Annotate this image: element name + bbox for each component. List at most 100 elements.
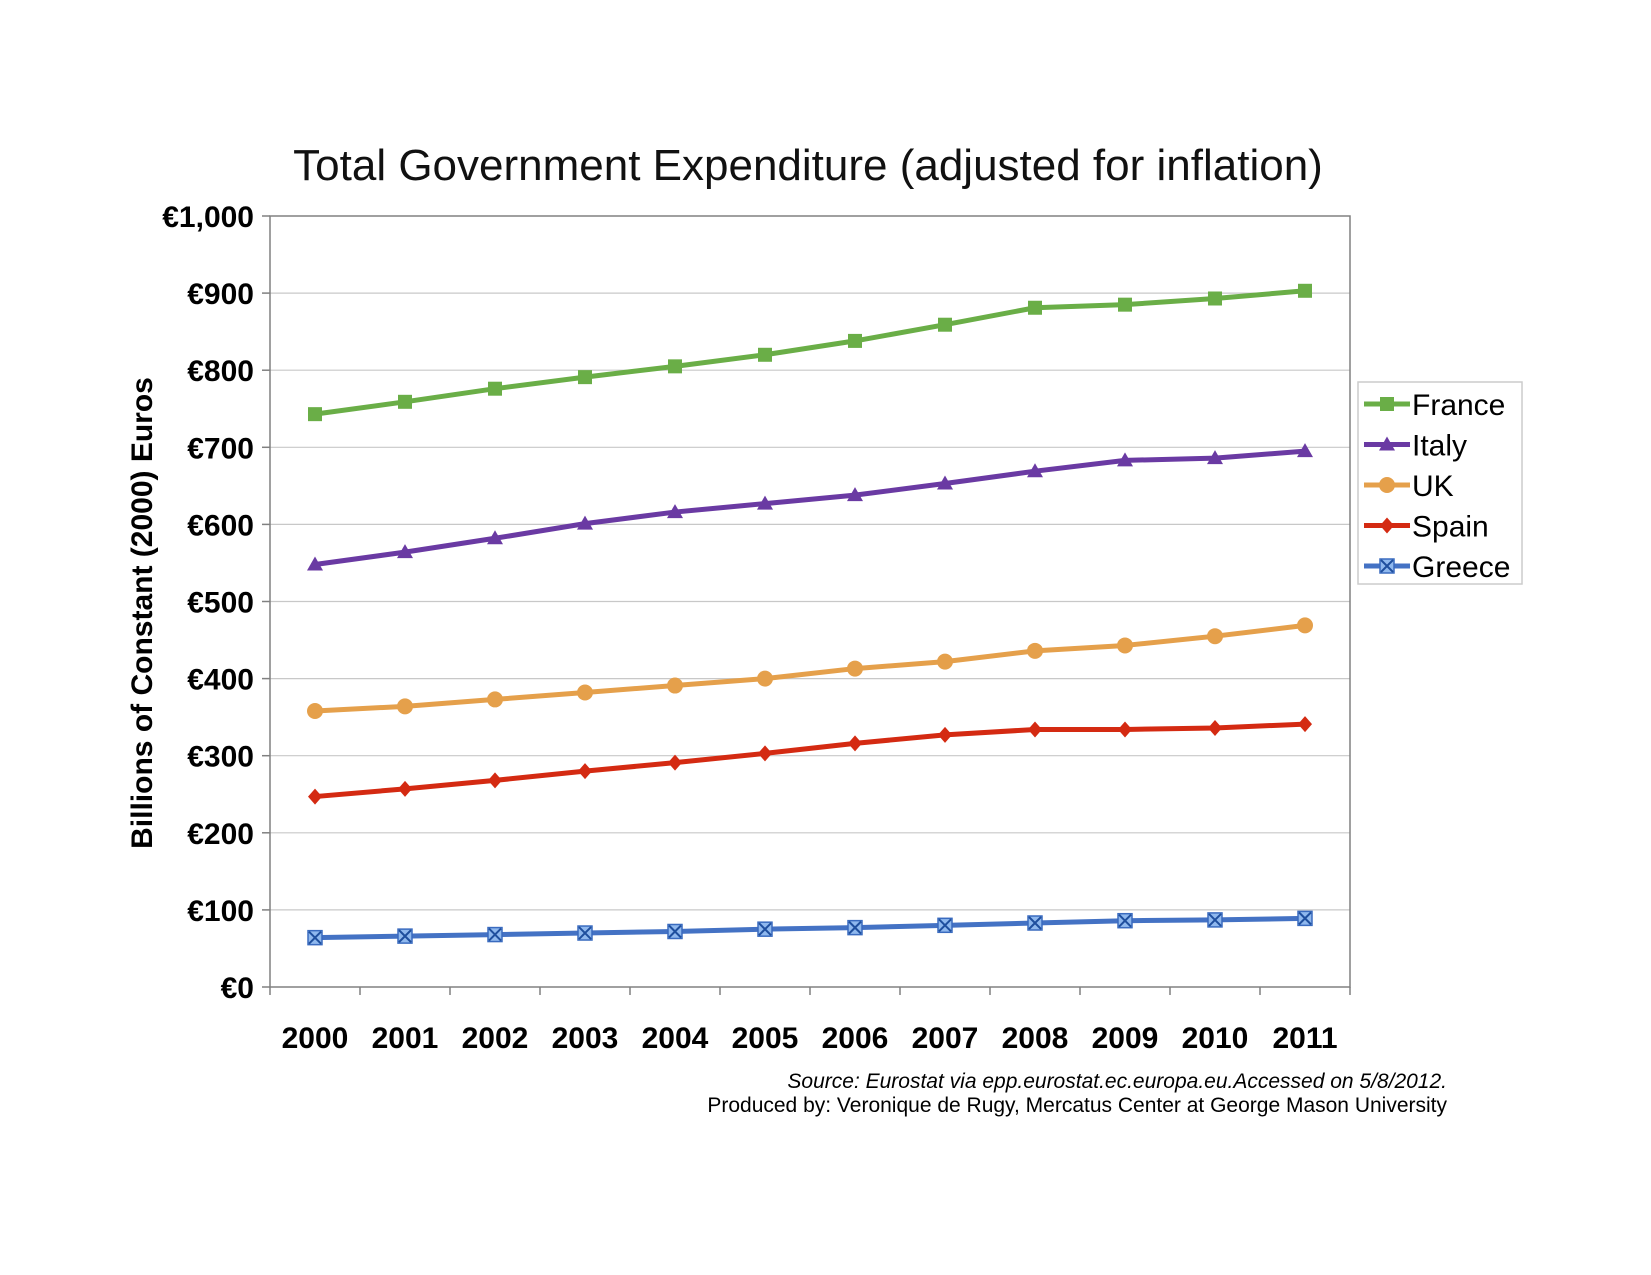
data-point — [848, 735, 862, 752]
y-tick-label: €1,000 — [162, 201, 254, 234]
data-point — [397, 544, 413, 559]
data-point — [308, 407, 322, 422]
data-point — [1027, 463, 1043, 478]
data-point — [667, 923, 683, 940]
data-point — [397, 928, 413, 944]
data-point — [487, 926, 503, 943]
legend: France Italy UK Spain Greece — [1357, 381, 1523, 585]
x-tick-label: 2007 — [912, 1022, 979, 1055]
data-point — [487, 691, 503, 708]
data-point — [1208, 719, 1222, 736]
series-line — [314, 915, 1306, 941]
series-layer — [307, 283, 1313, 946]
y-tick-label: €700 — [187, 432, 254, 465]
data-point — [398, 394, 412, 409]
data-point — [1028, 300, 1042, 315]
data-point — [668, 754, 682, 771]
data-point — [1380, 517, 1394, 534]
series-france — [308, 283, 1312, 422]
data-point — [757, 921, 773, 937]
data-point — [1117, 912, 1133, 929]
data-point — [1117, 637, 1133, 654]
data-point — [758, 745, 772, 762]
data-point — [398, 780, 412, 797]
series-uk — [307, 617, 1313, 719]
legend-item-greece: Greece — [1364, 551, 1510, 584]
producer-note: Produced by: Veronique de Rugy, Mercatus… — [707, 1094, 1447, 1117]
data-point — [487, 530, 503, 545]
series-spain — [308, 716, 1312, 805]
legend-label: Italy — [1412, 430, 1467, 463]
x-tick-label: 2003 — [552, 1022, 619, 1055]
y-tick-label: €0 — [221, 972, 254, 1005]
series-line — [314, 448, 1306, 567]
data-point — [1118, 721, 1132, 738]
data-point — [1207, 628, 1223, 645]
y-tick-label: €300 — [187, 741, 254, 774]
y-tick-label: €900 — [187, 278, 254, 311]
data-point — [577, 515, 593, 530]
data-point — [1027, 915, 1043, 931]
series-line — [314, 622, 1306, 714]
gridlines — [270, 292, 1350, 911]
legend-item-italy: Italy — [1364, 430, 1467, 463]
data-point — [758, 347, 772, 362]
data-point — [847, 919, 863, 936]
source-note: Source: Eurostat via epp.eurostat.ec.eur… — [787, 1070, 1447, 1093]
x-tick-label: 2009 — [1092, 1022, 1159, 1055]
data-point — [1298, 283, 1312, 298]
legend-label: UK — [1412, 470, 1454, 503]
x-tick-label: 2004 — [642, 1022, 709, 1055]
x-tick-label: 2002 — [462, 1022, 529, 1055]
data-point — [1298, 716, 1312, 733]
axes — [262, 215, 1351, 995]
data-point — [757, 670, 773, 687]
y-tick-label: €800 — [187, 355, 254, 388]
data-point — [307, 556, 323, 571]
data-point — [667, 677, 683, 694]
data-point — [757, 495, 773, 510]
legend-item-spain: Spain — [1364, 511, 1489, 544]
series-italy — [307, 443, 1313, 571]
data-point — [307, 702, 323, 719]
data-point — [938, 726, 952, 743]
data-point — [847, 487, 863, 502]
data-point — [1028, 721, 1042, 738]
data-point — [1297, 443, 1313, 458]
y-axis-label: Billions of Constant (2000) Euros — [126, 377, 159, 849]
series-greece — [307, 910, 1313, 946]
y-tick-labels: €0 €100 €200 €300 €400 €500 €600 €700 €800 €900 €1… — [162, 201, 254, 1005]
data-point — [1207, 450, 1223, 465]
data-point — [488, 381, 502, 396]
data-point — [937, 475, 953, 490]
legend-label: Greece — [1412, 551, 1510, 584]
data-point — [848, 333, 862, 348]
legend-label: Spain — [1412, 511, 1489, 544]
legend-item-uk: UK — [1364, 470, 1454, 503]
x-tick-label: 2005 — [732, 1022, 799, 1055]
x-tick-label: 2010 — [1182, 1022, 1249, 1055]
data-point — [488, 772, 502, 789]
data-point — [937, 917, 953, 934]
x-tick-label: 2000 — [282, 1022, 349, 1055]
data-point — [1297, 617, 1313, 634]
data-point — [938, 317, 952, 332]
data-point — [847, 660, 863, 677]
legend-item-france: France — [1364, 389, 1505, 422]
data-point — [1379, 436, 1395, 451]
data-point — [578, 370, 592, 385]
series-line — [314, 288, 1306, 417]
y-tick-label: €500 — [187, 587, 254, 620]
data-point — [1379, 558, 1395, 574]
y-tick-label: €100 — [187, 895, 254, 928]
x-tick-labels: 2000 2001 2002 2003 2004 2005 2006 2007 2008 2009… — [282, 1022, 1338, 1055]
data-point — [577, 925, 593, 941]
x-tick-label: 2008 — [1002, 1022, 1069, 1055]
data-point — [308, 788, 322, 805]
data-point — [1207, 912, 1223, 928]
y-tick-label: €600 — [187, 509, 254, 542]
data-point — [1027, 642, 1043, 659]
data-point — [1118, 297, 1132, 312]
data-point — [1117, 452, 1133, 467]
